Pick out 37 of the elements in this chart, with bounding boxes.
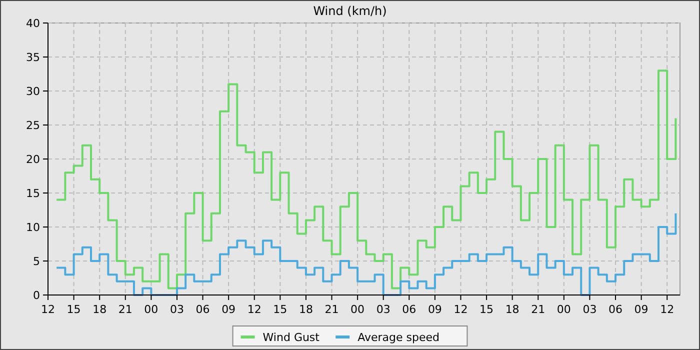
- x-tick-label: 12: [660, 303, 674, 316]
- x-tick-label: 06: [196, 303, 210, 316]
- chart-title: Wind (km/h): [313, 4, 387, 18]
- y-tick-label: 0: [33, 289, 40, 302]
- legend-label: Wind Gust: [262, 331, 320, 344]
- x-tick-label: 18: [505, 303, 520, 316]
- x-tick-label: 09: [428, 303, 442, 316]
- x-tick-label: 12: [454, 303, 468, 316]
- x-tick-label: 21: [324, 303, 339, 316]
- x-tick-label: 09: [222, 303, 236, 316]
- y-tick-label: 40: [26, 17, 40, 30]
- x-tick-label: 18: [92, 303, 107, 316]
- x-tick-label: 12: [247, 303, 262, 316]
- y-tick-label: 15: [26, 187, 40, 200]
- x-tick-label: 15: [480, 303, 494, 316]
- x-tick-label: 03: [376, 303, 390, 316]
- x-tick-label: 06: [402, 303, 416, 316]
- y-tick-label: 25: [26, 119, 40, 132]
- x-tick-label: 03: [582, 303, 597, 316]
- y-tick-label: 10: [26, 221, 40, 234]
- x-tick-label: 12: [41, 303, 55, 316]
- y-tick-label: 35: [26, 51, 40, 64]
- x-tick-label: 21: [118, 303, 132, 316]
- x-tick-label: 15: [66, 303, 81, 316]
- x-tick-label: 18: [298, 303, 313, 316]
- x-tick-label: 00: [556, 303, 571, 316]
- y-tick-label: 5: [33, 255, 40, 268]
- x-tick-label: 15: [273, 303, 288, 316]
- legend-label: Average speed: [358, 331, 440, 344]
- y-tick-label: 20: [26, 153, 40, 166]
- x-tick-label: 00: [350, 303, 365, 316]
- x-tick-label: 09: [634, 303, 648, 316]
- x-tick-label: 00: [144, 303, 158, 316]
- x-tick-label: 21: [531, 303, 546, 316]
- y-tick-label: 30: [26, 85, 40, 98]
- x-tick-label: 03: [170, 303, 184, 316]
- x-tick-label: 06: [608, 303, 623, 316]
